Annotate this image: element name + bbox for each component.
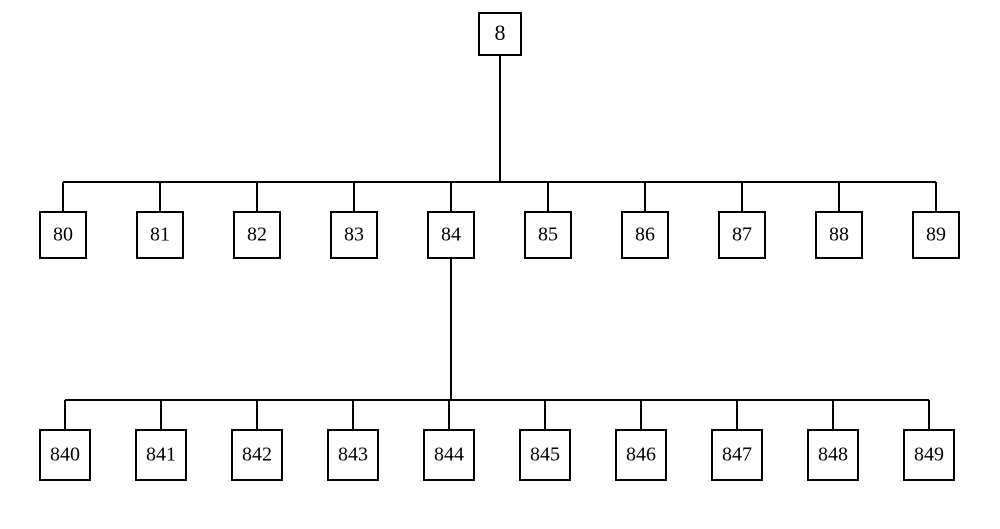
node-l2-5-label: 85 bbox=[538, 224, 558, 246]
node-l3-5-label: 845 bbox=[530, 444, 560, 466]
node-l3-9-label: 849 bbox=[914, 444, 944, 466]
node-l3-4-label: 844 bbox=[434, 444, 464, 466]
node-l3-1-label: 841 bbox=[146, 444, 176, 466]
tree-diagram: 8 80 81 82 83 84 85 86 87 88 89 840 841 842 843 844 845 8… bbox=[0, 0, 1000, 529]
node-l2-3-label: 83 bbox=[344, 224, 364, 246]
node-l2-2-label: 82 bbox=[247, 224, 267, 246]
node-l3-0-label: 840 bbox=[50, 444, 80, 466]
node-l2-7-label: 87 bbox=[732, 224, 752, 246]
node-l2-1-label: 81 bbox=[150, 224, 170, 246]
node-root-label: 8 bbox=[495, 20, 506, 45]
node-l3-3-label: 843 bbox=[338, 444, 368, 466]
node-l2-9-label: 89 bbox=[926, 224, 946, 246]
node-l3-6-label: 846 bbox=[626, 444, 656, 466]
node-l2-6-label: 86 bbox=[635, 224, 655, 246]
node-l3-8-label: 848 bbox=[818, 444, 848, 466]
node-l2-0-label: 80 bbox=[53, 224, 73, 246]
node-l2-8-label: 88 bbox=[829, 224, 849, 246]
node-l3-2-label: 842 bbox=[242, 444, 272, 466]
node-l2-4-label: 84 bbox=[441, 224, 461, 246]
node-l3-7-label: 847 bbox=[722, 444, 752, 466]
